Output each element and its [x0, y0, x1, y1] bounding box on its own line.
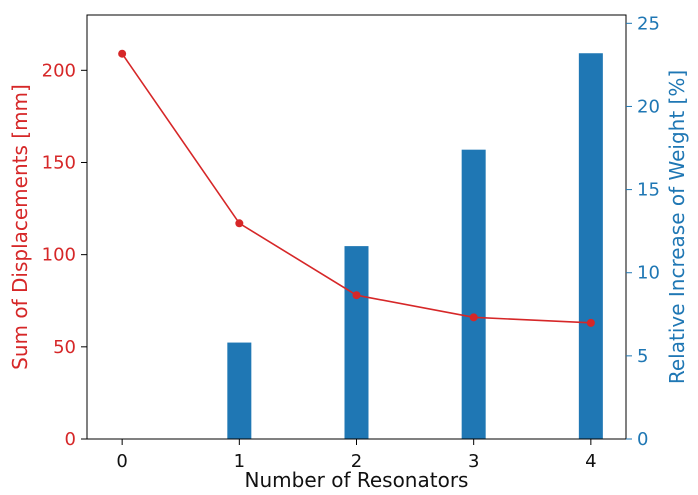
displacement-point — [118, 49, 127, 58]
left-axis-tick-label: 50 — [53, 337, 76, 358]
right-axis-tick-label: 10 — [637, 263, 660, 284]
right-axis-title: Relative Increase of Weight [%] — [665, 70, 689, 384]
displacement-point — [586, 318, 595, 327]
right-axis-tick-label: 15 — [637, 180, 660, 201]
left-axis-tick-label: 100 — [42, 245, 76, 266]
displacement-point — [235, 219, 244, 228]
right-axis-tick-label: 5 — [637, 346, 648, 367]
right-axis-tick-label: 0 — [637, 429, 648, 450]
left-axis-tick-label: 0 — [65, 429, 76, 450]
right-axis-tick-label: 20 — [637, 96, 660, 117]
left-axis-title: Sum of Displacements [mm] — [8, 84, 32, 370]
bars-layer — [227, 53, 603, 440]
x-axis-tick-label: 1 — [234, 451, 245, 472]
weight-bar — [227, 342, 252, 439]
x-axis-tick-label: 4 — [585, 451, 596, 472]
left-axis-tick-label: 200 — [42, 60, 76, 81]
weight-bar — [461, 149, 486, 439]
weight-bar — [344, 246, 369, 439]
axes-layer: 0 1 2 3 4 0 50 100 150 200 0 5 10 15 20 25 — [42, 13, 660, 472]
x-axis-tick-label: 2 — [351, 451, 362, 472]
right-axis-tick-label: 25 — [637, 13, 660, 34]
x-axis-tick-label: 0 — [116, 451, 127, 472]
weight-bar — [578, 53, 603, 440]
line-layer — [118, 49, 595, 327]
left-axis-tick-label: 150 — [42, 152, 76, 173]
displacement-point — [352, 291, 361, 300]
x-axis-tick-label: 3 — [468, 451, 479, 472]
displacement-point — [469, 313, 478, 322]
x-axis-title: Number of Resonators — [245, 468, 469, 492]
